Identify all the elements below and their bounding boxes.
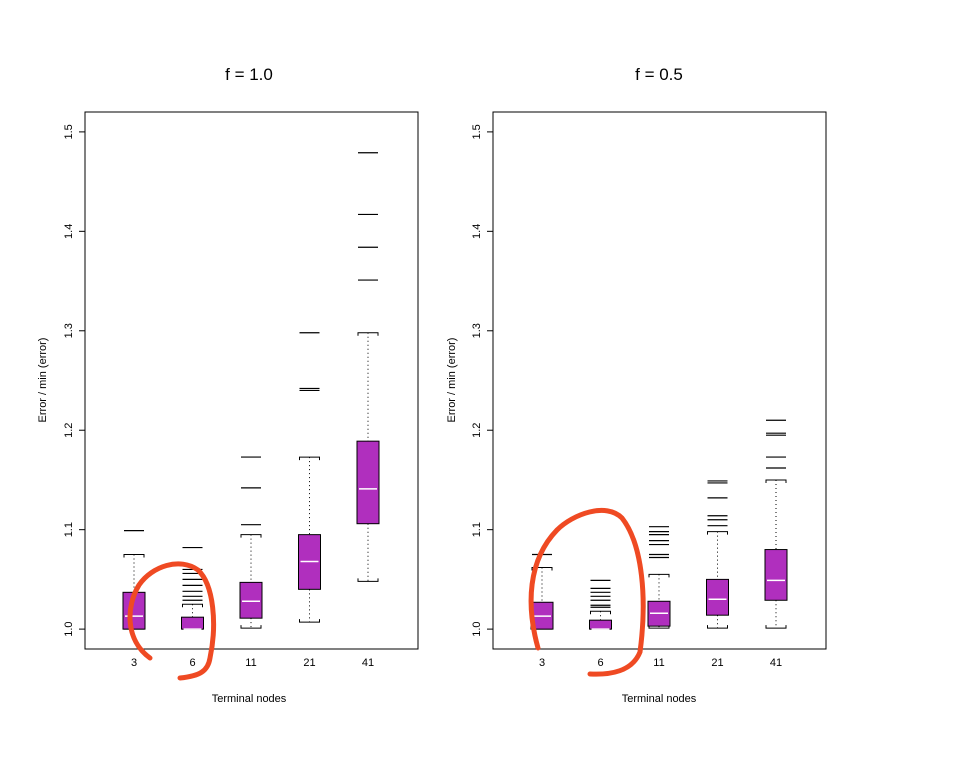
y-tick-label: 1.3 (471, 323, 483, 338)
annotation-circle-left (127, 561, 217, 681)
x-axis: 3 6 11 21 41 (131, 657, 374, 669)
plot-frame (492, 111, 827, 650)
whisker-cap-upper (299, 456, 320, 461)
boxes (122, 152, 380, 630)
x-axis-label: Terminal nodes (622, 693, 697, 705)
whisker-cap-upper (357, 332, 379, 336)
annotation-circle-right (528, 507, 646, 677)
x-tick-label: 3 (131, 657, 137, 669)
whisker-cap-upper (531, 566, 553, 571)
y-axis: 1.0 1.1 1.2 1.3 1.4 1.5 (63, 124, 85, 637)
whisker-cap-lower (357, 578, 379, 582)
panel-f-0-5: f = 0.5 1.0 1.1 1.2 1.3 1.4 1.5 3 6 11 21 41 Term… (446, 65, 827, 705)
whisker-cap-upper (182, 603, 203, 608)
whisker-cap-upper (123, 554, 145, 558)
x-tick-label: 41 (770, 657, 782, 669)
whisker-cap-lower (299, 619, 320, 623)
whisker-cap-lower (765, 625, 787, 629)
whisker-cap-upper (590, 610, 611, 615)
x-tick-label: 3 (539, 657, 545, 669)
whisker-cap-upper (648, 573, 670, 578)
whisker-cap-upper (240, 534, 262, 538)
whisker-cap-upper (765, 479, 787, 483)
x-tick-label: 41 (362, 657, 374, 669)
y-axis-label: Error / min (error) (37, 338, 49, 423)
y-tick-label: 1.2 (63, 423, 75, 438)
y-axis: 1.0 1.1 1.2 1.3 1.4 1.5 (471, 124, 493, 637)
box (356, 440, 380, 525)
plot-frame (84, 111, 419, 650)
y-tick-label: 1.0 (471, 621, 483, 636)
y-tick-label: 1.4 (471, 224, 483, 239)
y-axis-label: Error / min (error) (446, 338, 458, 423)
y-tick-label: 1.2 (471, 423, 483, 438)
x-tick-label: 21 (711, 657, 723, 669)
panel-title: f = 1.0 (225, 65, 273, 84)
x-tick-label: 11 (653, 657, 664, 669)
box (239, 581, 263, 619)
y-tick-label: 1.1 (471, 522, 483, 537)
whisker-cap-lower (240, 625, 262, 629)
y-tick-label: 1.5 (63, 124, 75, 139)
box (764, 549, 788, 601)
boxes (530, 419, 788, 630)
y-tick-label: 1.3 (63, 323, 75, 338)
x-tick-label: 6 (597, 657, 603, 669)
whisker-cap-upper (707, 531, 728, 535)
x-tick-label: 6 (189, 657, 195, 669)
panel-f-1-0: f = 1.0 1.0 1.1 1.2 1.3 1.4 1.5 3 6 11 21 41 Term… (37, 65, 419, 705)
y-tick-label: 1.5 (471, 124, 483, 139)
box (181, 616, 204, 630)
whisker-cap-lower (707, 625, 728, 629)
x-axis-label: Terminal nodes (212, 693, 287, 705)
panel-title: f = 0.5 (635, 65, 683, 84)
x-tick-label: 21 (303, 657, 315, 669)
y-tick-label: 1.1 (63, 522, 75, 537)
y-tick-label: 1.0 (63, 621, 75, 636)
box (589, 619, 612, 630)
box (706, 578, 729, 616)
x-axis: 3 6 11 21 41 (539, 657, 782, 669)
y-tick-label: 1.4 (63, 224, 75, 239)
x-tick-label: 11 (245, 657, 256, 669)
